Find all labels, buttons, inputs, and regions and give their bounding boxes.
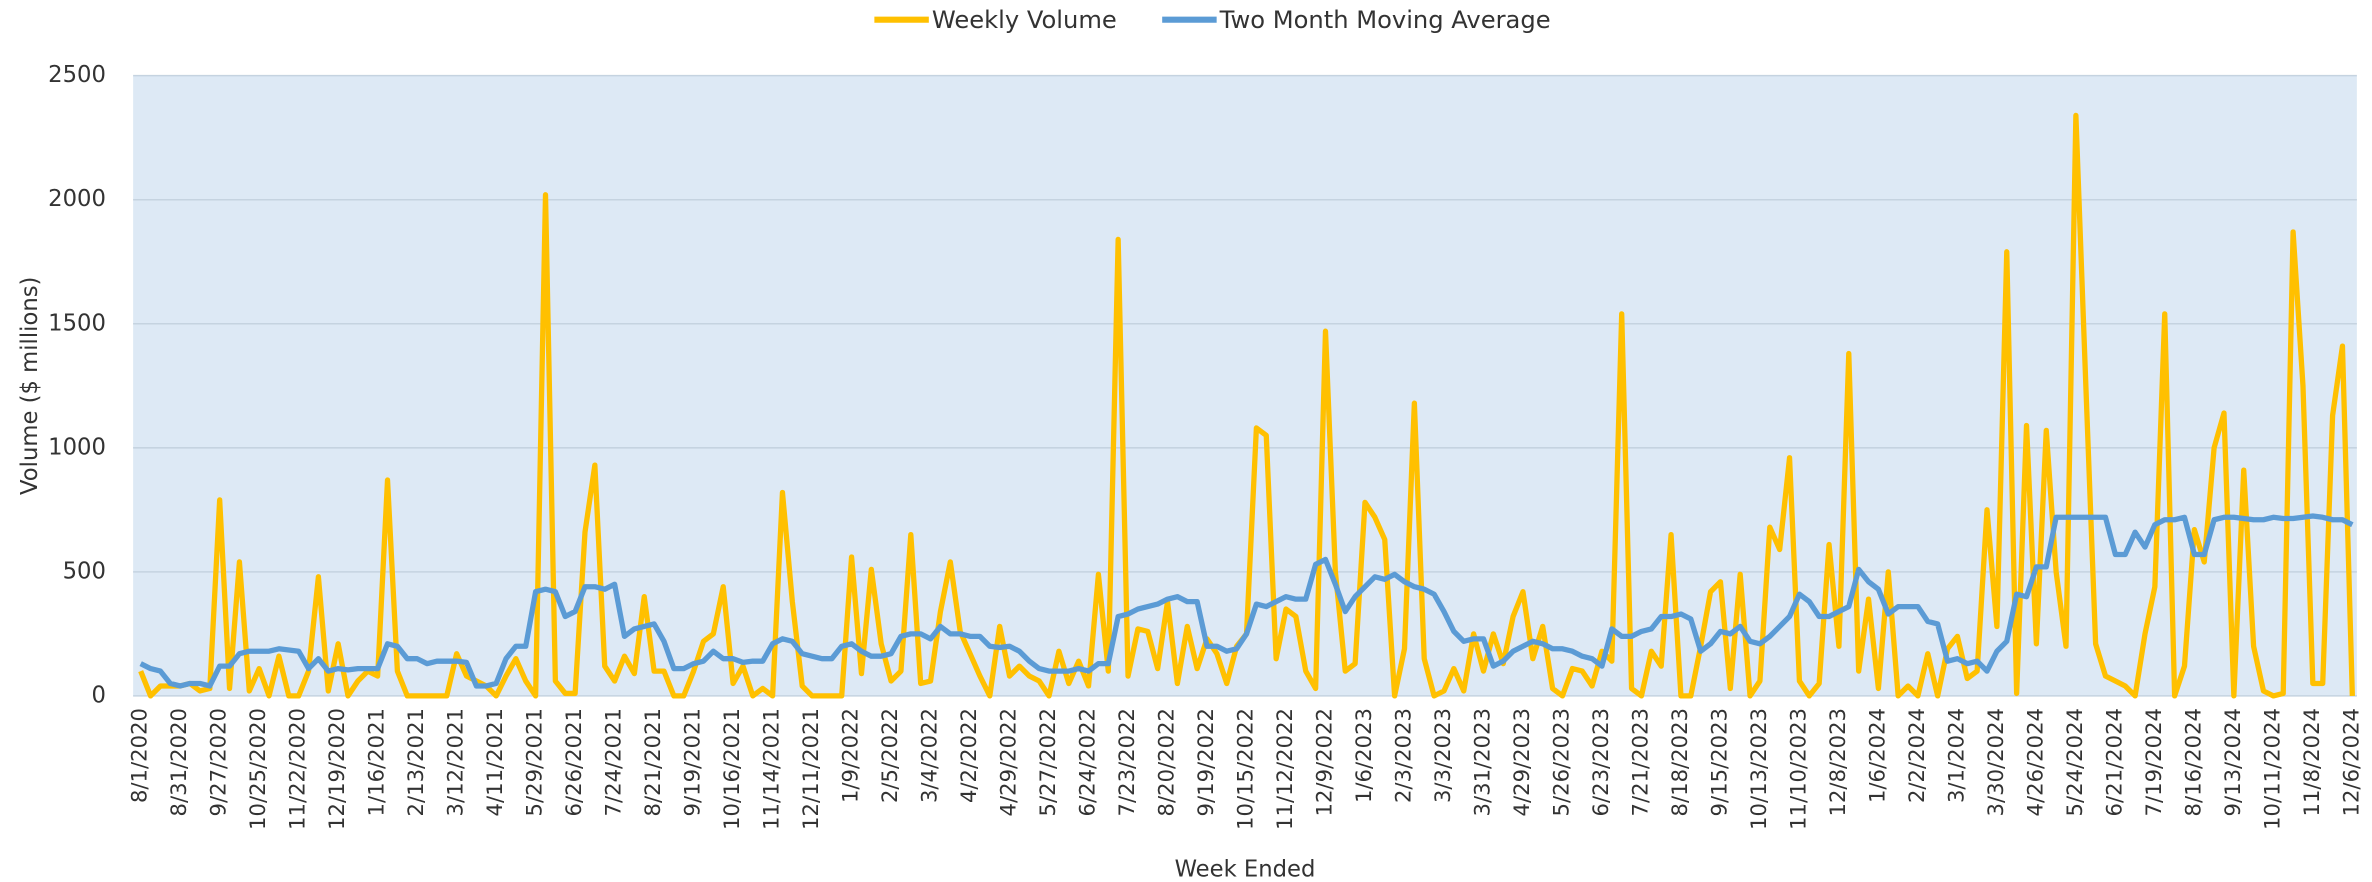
- x-tick-label: 4/29/2022: [996, 708, 1021, 816]
- x-tick-label: 7/19/2024: [2141, 708, 2166, 816]
- x-tick-label: 11/14/2021: [759, 708, 784, 830]
- y-tick-label: 0: [91, 682, 105, 708]
- x-tick-label: 11/8/2024: [2299, 708, 2324, 816]
- x-tick-label: 7/23/2022: [1114, 708, 1139, 816]
- x-tick-label: 5/24/2024: [2062, 708, 2087, 816]
- x-tick-label: 2/13/2021: [403, 708, 428, 816]
- x-tick-label: 3/1/2024: [1943, 708, 1968, 803]
- x-tick-label: 4/11/2021: [482, 708, 507, 816]
- x-tick-label: 7/21/2023: [1627, 708, 1652, 816]
- x-tick-label: 5/27/2022: [1035, 708, 1060, 816]
- x-tick-label: 8/20/2022: [1154, 708, 1179, 816]
- x-tick-label: 4/29/2023: [1509, 708, 1534, 816]
- x-tick-label: 1/6/2023: [1351, 708, 1376, 803]
- y-tick-label: 2000: [48, 186, 106, 212]
- series-line: [139, 513, 2354, 689]
- x-tick-label: 9/27/2020: [206, 708, 231, 816]
- x-tick-label: 5/29/2021: [522, 708, 547, 816]
- x-tick-label: 3/12/2021: [443, 708, 468, 816]
- plot-area: [133, 75, 2357, 696]
- legend-label: Two Month Moving Average: [1219, 6, 1551, 34]
- legend-label: Weekly Volume: [932, 6, 1117, 34]
- x-tick-label: 10/15/2022: [1233, 708, 1258, 830]
- x-tick-label: 11/22/2020: [285, 708, 310, 830]
- y-axis-label: Volume ($ millions): [17, 277, 43, 495]
- x-tick-label: 1/9/2022: [838, 708, 863, 803]
- x-tick-label: 4/2/2022: [956, 708, 981, 803]
- x-tick-label: 8/1/2020: [127, 708, 152, 803]
- x-tick-label: 9/13/2024: [2220, 708, 2245, 816]
- x-tick-label: 7/24/2021: [601, 708, 626, 816]
- x-tick-label: 10/25/2020: [245, 708, 270, 830]
- x-tick-label: 6/23/2023: [1588, 708, 1613, 816]
- x-tick-label: 6/26/2021: [561, 708, 586, 816]
- x-tick-label: 6/24/2022: [1075, 708, 1100, 816]
- x-tick-label: 3/4/2022: [917, 708, 942, 803]
- x-tick-label: 3/31/2023: [1469, 708, 1494, 816]
- x-tick-label: 10/13/2023: [1746, 708, 1771, 830]
- y-tick-label: 2500: [48, 62, 106, 88]
- x-tick-label: 2/5/2022: [877, 708, 902, 803]
- x-tick-label: 8/16/2024: [2180, 708, 2205, 816]
- y-tick-label: 500: [63, 558, 106, 584]
- x-tick-label: 5/26/2023: [1548, 708, 1573, 816]
- x-tick-label: 11/10/2023: [1785, 708, 1810, 830]
- x-tick-label: 2/3/2023: [1390, 708, 1415, 803]
- x-tick-label: 10/11/2024: [2259, 708, 2284, 830]
- x-axis-label: Week Ended: [1175, 856, 1316, 882]
- x-tick-label: 11/12/2022: [1272, 708, 1297, 830]
- x-tick-label: 12/9/2022: [1311, 708, 1336, 816]
- x-tick-label: 12/6/2024: [2338, 708, 2363, 816]
- x-tick-label: 2/2/2024: [1904, 708, 1929, 803]
- x-tick-label: 8/18/2023: [1667, 708, 1692, 816]
- y-tick-label: 1000: [48, 434, 106, 460]
- x-tick-label: 1/16/2021: [364, 708, 389, 816]
- x-tick-label: 8/31/2020: [166, 708, 191, 816]
- y-tick-label: 1500: [48, 310, 106, 336]
- x-tick-label: 9/15/2023: [1706, 708, 1731, 816]
- x-tick-label: 3/30/2024: [1983, 708, 2008, 816]
- x-tick-label: 9/19/2021: [680, 708, 705, 816]
- x-tick-label: 12/19/2020: [324, 708, 349, 830]
- x-tick-label: 3/3/2023: [1430, 708, 1455, 803]
- x-tick-label: 12/11/2021: [798, 708, 823, 830]
- x-tick-label: 1/6/2024: [1864, 708, 1889, 803]
- x-tick-label: 6/21/2024: [2101, 708, 2126, 816]
- x-tick-label: 12/8/2023: [1825, 708, 1850, 816]
- x-tick-label: 9/19/2022: [1193, 708, 1218, 816]
- x-tick-label: 8/21/2021: [640, 708, 665, 816]
- x-tick-label: 10/16/2021: [719, 708, 744, 830]
- x-tick-label: 4/26/2024: [2022, 708, 2047, 816]
